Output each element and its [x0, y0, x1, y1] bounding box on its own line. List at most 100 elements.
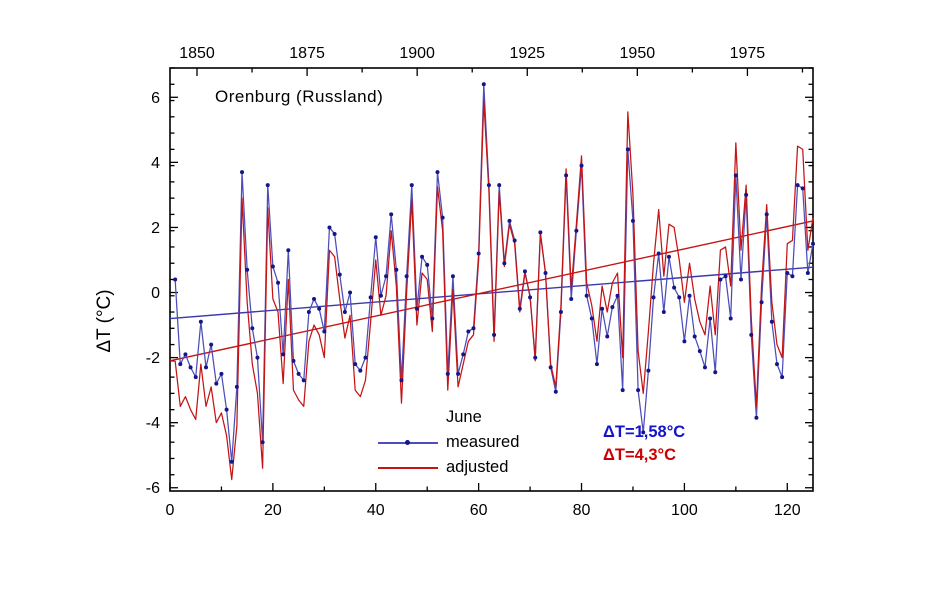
- year-tick-label: 1950: [620, 45, 656, 62]
- measured-data-point: [666, 254, 671, 259]
- x-tick-label: 100: [671, 502, 698, 519]
- measured-data-point: [286, 248, 291, 253]
- measured-data-point: [543, 270, 548, 275]
- measured-data-point: [569, 297, 574, 302]
- measured-data-point: [255, 355, 260, 360]
- measured-data-point: [368, 295, 373, 300]
- measured-data-point: [450, 274, 455, 279]
- measured-data-point: [625, 147, 630, 152]
- measured-data-point: [224, 407, 229, 412]
- measured-data-point: [204, 365, 209, 370]
- annotation-adjusted-trend: ΔT=4,3°C: [603, 446, 677, 464]
- y-tick-label: -4: [146, 415, 160, 432]
- measured-data-point: [564, 173, 569, 178]
- measured-data-point: [384, 274, 389, 279]
- measured-data-point: [620, 388, 625, 393]
- measured-data-point: [785, 270, 790, 275]
- measured-data-point: [476, 251, 481, 256]
- measured-data-point: [811, 241, 815, 246]
- measured-data-point: [502, 261, 507, 266]
- measured-data-point: [461, 352, 466, 357]
- measured-data-point: [769, 319, 774, 324]
- x-tick-label: 80: [573, 502, 591, 519]
- annotation-measured-trend: ΔT=1,58°C: [603, 423, 686, 441]
- trend-annotations: ΔT=1,58°C ΔT=4,3°C: [603, 421, 685, 467]
- x-tick-label: 0: [166, 502, 175, 519]
- year-tick-label: 1850: [179, 45, 215, 62]
- measured-data-point: [682, 339, 687, 344]
- measured-data-point: [548, 365, 553, 370]
- measured-data-point: [260, 440, 265, 445]
- adjusted-trend-line: [169, 220, 814, 362]
- measured-data-point: [353, 362, 358, 367]
- year-tick-label: 1975: [730, 45, 766, 62]
- measured-data-point: [312, 297, 317, 302]
- measured-data-point: [409, 183, 414, 188]
- measured-data-point: [780, 375, 785, 380]
- measured-data-point: [276, 280, 281, 285]
- measured-data-point: [471, 326, 476, 331]
- measured-data-point: [445, 371, 450, 376]
- measured-data-point: [466, 329, 471, 334]
- measured-data-point: [579, 163, 584, 168]
- measured-data-point: [337, 272, 342, 277]
- legend-label-measured: measured: [446, 433, 520, 451]
- measured-data-point: [291, 358, 296, 363]
- measured-data-point: [553, 389, 558, 394]
- measured-data-point: [214, 381, 219, 386]
- measured-data-point: [306, 310, 311, 315]
- measured-data-point: [399, 378, 404, 383]
- measured-data-point: [378, 293, 383, 298]
- measured-data-point: [430, 316, 435, 321]
- measured-data-point: [754, 415, 759, 420]
- x-tick-label: 40: [367, 502, 385, 519]
- measured-data-point: [661, 310, 666, 315]
- measured-data-point: [533, 355, 538, 360]
- measured-data-point: [584, 293, 589, 298]
- y-axis-label: ΔT (°C): [94, 289, 115, 353]
- measured-data-point: [507, 218, 512, 223]
- adjusted-series-line: [174, 99, 814, 481]
- measured-data-point: [615, 293, 620, 298]
- measured-data-point: [697, 349, 702, 354]
- measured-data-point: [178, 362, 183, 367]
- year-tick-label: 1875: [289, 45, 325, 62]
- x-tick-label: 20: [264, 502, 282, 519]
- measured-data-point: [805, 270, 810, 275]
- legend-spacer: [378, 405, 438, 430]
- y-tick-label: -2: [146, 350, 160, 367]
- adjusted-line-icon: [378, 455, 438, 480]
- measured-data-point: [492, 332, 497, 337]
- measured-data-point: [394, 267, 399, 272]
- measured-data-point: [651, 295, 656, 300]
- y-tick-label: -6: [146, 480, 160, 497]
- measured-data-point: [600, 306, 605, 311]
- measured-data-point: [759, 300, 764, 305]
- measured-data-point: [332, 231, 337, 236]
- measured-data-point: [296, 371, 301, 376]
- year-tick-label: 1900: [399, 45, 435, 62]
- measured-data-point: [270, 264, 275, 269]
- measured-data-point: [209, 342, 214, 347]
- x-tick-label: 60: [470, 502, 488, 519]
- legend-row-adjusted: adjusted: [378, 455, 519, 480]
- measured-data-point: [358, 368, 363, 373]
- measured-data-point: [404, 274, 409, 279]
- chart-title: Orenburg (Russland): [215, 87, 384, 106]
- measured-data-point: [342, 310, 347, 315]
- measured-data-point: [517, 306, 522, 311]
- measured-data-point: [512, 238, 517, 243]
- measured-data-point: [456, 371, 461, 376]
- measured-data-point: [713, 370, 718, 375]
- measured-data-point: [790, 274, 795, 279]
- measured-data-point: [440, 215, 445, 220]
- measured-data-point: [481, 82, 486, 87]
- measured-data-point: [764, 212, 769, 217]
- legend-title-row: June: [378, 405, 519, 430]
- measured-data-point: [749, 332, 754, 337]
- measured-data-point: [774, 362, 779, 367]
- measured-data-point: [630, 218, 635, 223]
- measured-data-point: [301, 378, 306, 383]
- measured-data-point: [173, 277, 178, 282]
- x-tick-label: 120: [774, 502, 801, 519]
